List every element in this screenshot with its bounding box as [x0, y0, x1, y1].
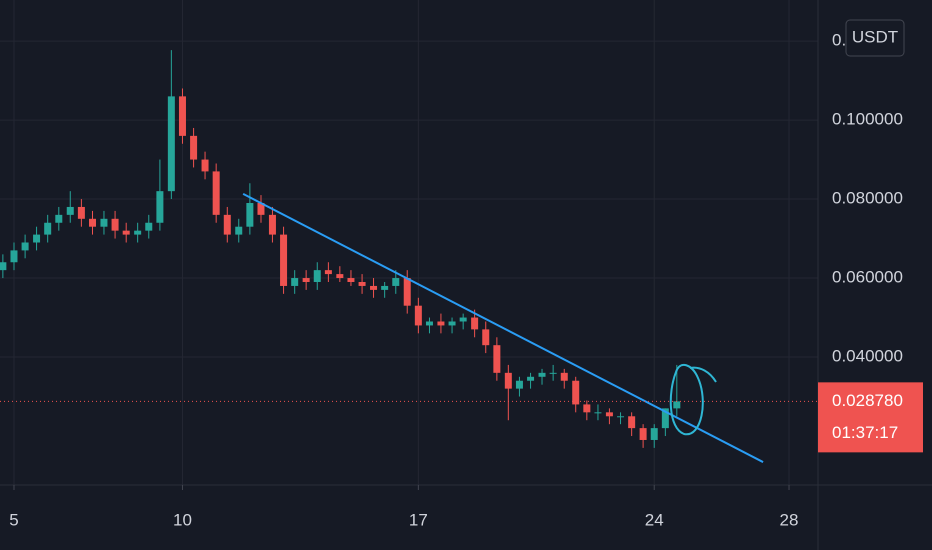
- y-tick-label: 0.080000: [832, 189, 903, 208]
- candle-body: [437, 321, 445, 326]
- candle-body: [167, 96, 175, 192]
- candle-body: [661, 408, 669, 429]
- candle-body: [358, 281, 366, 286]
- candle-body: [0, 262, 7, 271]
- y-tick-label: 0.040000: [832, 347, 903, 366]
- candle-body: [44, 222, 52, 235]
- candle-body: [538, 372, 546, 377]
- candle-body: [482, 329, 490, 346]
- candle-body: [673, 401, 681, 409]
- y-tick-label: 0.100000: [832, 110, 903, 129]
- candle-body: [156, 191, 164, 223]
- candle-body: [212, 171, 220, 215]
- circle-annotation: [669, 363, 717, 436]
- x-tick-label: 5: [9, 510, 18, 529]
- candle-body: [549, 372, 557, 374]
- candle-body: [381, 285, 389, 290]
- candle-body: [302, 278, 310, 282]
- candle-body: [583, 404, 591, 413]
- candle-body: [66, 206, 74, 215]
- candle-body: [425, 321, 433, 326]
- candle-body: [392, 278, 400, 286]
- candle-body: [10, 250, 18, 263]
- candle-body: [572, 380, 580, 405]
- candle-body: [324, 270, 332, 275]
- candle-body: [55, 214, 63, 223]
- candle-body: [257, 203, 265, 215]
- candle-body: [313, 270, 321, 282]
- candle-body: [639, 428, 647, 440]
- candle-body: [100, 218, 108, 227]
- currency-badge[interactable]: [845, 19, 905, 57]
- plot: [0, 50, 818, 463]
- candle-body: [33, 234, 41, 243]
- candle-body: [504, 372, 512, 389]
- candle-body: [617, 416, 625, 418]
- trend-line: [242, 193, 764, 463]
- last-price-label: 0.028780: [832, 391, 903, 410]
- candle-body: [246, 203, 254, 227]
- candle-body: [88, 218, 96, 227]
- candle-body: [111, 218, 119, 231]
- currency-label[interactable]: USDT: [852, 27, 898, 46]
- candle-body: [190, 135, 198, 160]
- axes: 0.1200000.1000000.0800000.0600000.040000…: [9, 31, 923, 529]
- candle-body: [77, 206, 85, 219]
- y-tick-label: 0.060000: [832, 268, 903, 287]
- candle-body: [21, 242, 29, 251]
- candle-body: [235, 226, 243, 235]
- candle-body: [471, 317, 479, 330]
- candle-body: [370, 285, 378, 290]
- candle-body: [594, 412, 602, 414]
- candle-body: [527, 376, 535, 381]
- last-price-box: [818, 382, 923, 453]
- candle-body: [628, 416, 636, 429]
- x-tick-label: 17: [409, 510, 428, 529]
- candle-body: [515, 380, 523, 389]
- candle-body: [493, 345, 501, 373]
- candle-body: [347, 278, 355, 282]
- candle-body: [280, 234, 288, 286]
- x-tick-label: 10: [173, 510, 192, 529]
- candle-body: [414, 305, 422, 326]
- candle-body: [134, 230, 142, 235]
- candle-body: [560, 372, 568, 381]
- candle-body: [223, 214, 231, 235]
- candle-body: [268, 214, 276, 235]
- candle-body: [178, 96, 186, 136]
- x-tick-label: 28: [780, 510, 799, 529]
- candle-body: [145, 222, 153, 231]
- candle-body: [605, 412, 613, 417]
- candle-body: [336, 274, 344, 279]
- candle-body: [448, 321, 456, 326]
- candle-body: [291, 278, 299, 286]
- candle-body: [459, 317, 467, 322]
- candle-body: [201, 159, 209, 172]
- candle-body: [403, 278, 411, 306]
- candle-body: [650, 428, 658, 440]
- candle-body: [122, 230, 130, 235]
- x-tick-label: 24: [645, 510, 664, 529]
- countdown-label: 01:37:17: [832, 423, 898, 442]
